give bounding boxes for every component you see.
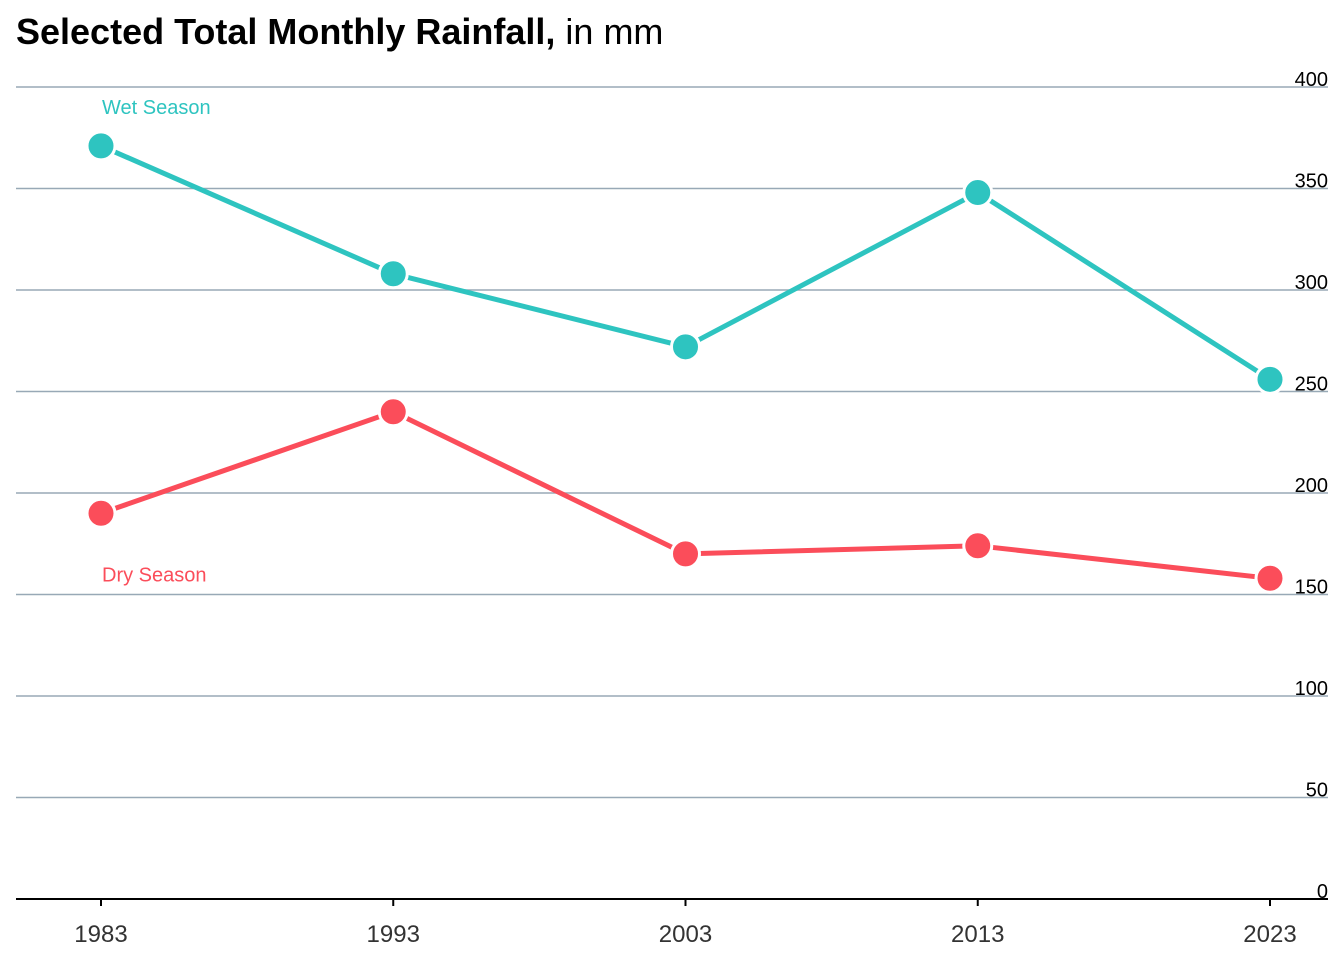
dry-season-point-1983 [85, 497, 117, 529]
y-tick-label-200: 200 [1295, 475, 1328, 497]
dry-season-point-2023 [1254, 562, 1286, 594]
dry-season-point-2003 [670, 538, 701, 570]
wet-season-point-2023 [1254, 363, 1286, 395]
y-tick-label-400: 400 [1295, 69, 1328, 91]
wet-season-point-1993 [377, 258, 409, 290]
y-tick-label-150: 150 [1295, 577, 1328, 599]
y-tick-label-300: 300 [1295, 272, 1328, 294]
dry-season-point-1993 [377, 396, 409, 428]
chart-title-unit: in mm [565, 11, 664, 52]
y-tick-label-0: 0 [1317, 881, 1328, 903]
y-axis-ticks: 0 50 100 150 200 250 300 350 400 [1295, 69, 1328, 903]
wet-season-point-1983 [85, 130, 117, 162]
chart-title: Selected Total Monthly Rainfall, in mm [16, 8, 663, 56]
wet-season-point-2003 [670, 331, 701, 363]
gridlines [16, 86, 1328, 900]
series-labels: Wet Season Dry Season [102, 97, 211, 586]
x-tick-label-2023: 2023 [1243, 921, 1296, 948]
x-tick-label-2003: 2003 [659, 921, 712, 948]
x-tick-label-2013: 2013 [951, 921, 1004, 948]
x-tick-label-1993: 1993 [367, 921, 420, 948]
x-tick-label-1983: 1983 [74, 921, 127, 948]
dry-season-point-2013 [962, 530, 994, 562]
y-tick-label-100: 100 [1295, 678, 1328, 700]
wet-season-point-2013 [962, 177, 994, 209]
y-tick-label-50: 50 [1306, 780, 1328, 802]
chart-title-main: Selected Total Monthly Rainfall, [16, 11, 556, 52]
x-axis-ticks: 1983 1993 2003 2013 2023 [74, 899, 1297, 948]
wet-season-label: Wet Season [102, 97, 211, 119]
y-tick-label-350: 350 [1295, 171, 1328, 193]
y-tick-label-250: 250 [1295, 374, 1328, 396]
dry-season-label: Dry Season [102, 564, 207, 586]
series-lines [85, 130, 1286, 594]
